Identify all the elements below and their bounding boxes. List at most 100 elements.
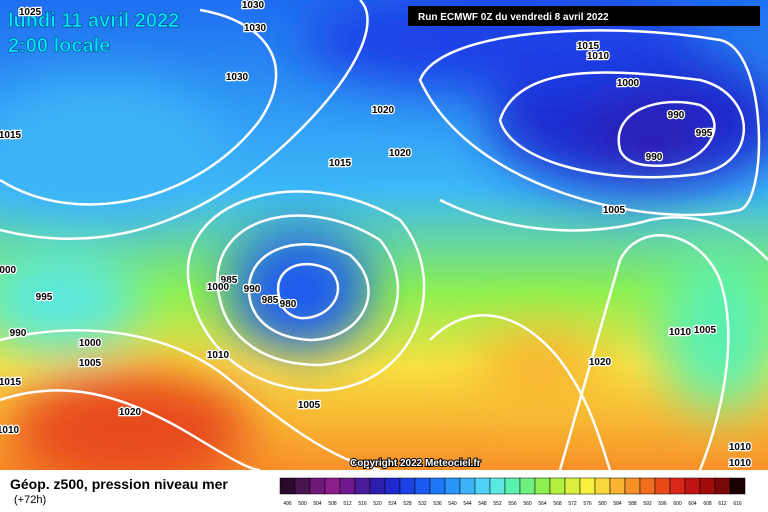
isobar-label: 1005 [694, 325, 717, 336]
legend-swatch [414, 477, 431, 495]
isobar-label: 1000 [207, 282, 230, 293]
legend-swatch [384, 477, 401, 495]
isobar-labels: 1030102510301030101510151010100099099599… [0, 0, 753, 470]
isobar-label: 980 [280, 299, 297, 310]
legend-swatch [594, 477, 611, 495]
legend-swatch [354, 477, 371, 495]
legend-label: 608 [703, 501, 712, 507]
field [0, 0, 768, 470]
legend-label: 596 [658, 501, 667, 507]
time-subtitle: 2:00 locale [8, 35, 110, 57]
isobar-label: 1020 [119, 407, 142, 418]
run-banner [408, 6, 760, 26]
legend-label: 520 [373, 501, 382, 507]
legend-label: 588 [628, 501, 637, 507]
legend-swatch [684, 477, 701, 495]
legend-swatch [339, 477, 356, 495]
legend-label: 576 [583, 501, 592, 507]
legend-swatch [459, 477, 476, 495]
legend-label: 584 [613, 501, 622, 507]
legend-label: 604 [688, 501, 697, 507]
isobar-label: 1015 [329, 158, 352, 169]
isobar-label: 990 [668, 110, 685, 121]
legend-swatch [549, 477, 566, 495]
legend-label: 508 [328, 501, 337, 507]
legend-swatch [579, 477, 596, 495]
isobar-label: 1010 [587, 51, 610, 62]
legend-swatch [624, 477, 641, 495]
legend-swatch [399, 477, 416, 495]
isobar-label: 995 [696, 128, 713, 139]
legend-swatch [429, 477, 446, 495]
isobar-label: 1030 [242, 0, 265, 11]
legend-label: 552 [493, 501, 502, 507]
isobar-label: 990 [244, 284, 261, 295]
legend-label: 536 [433, 501, 442, 507]
legend-label: 496 [283, 501, 292, 507]
isobar-label: 985 [262, 295, 279, 306]
isobar-label: 1025 [19, 7, 42, 18]
legend-label: 560 [523, 501, 532, 507]
isobar-label: 1030 [244, 23, 267, 34]
legend-label: 612 [718, 501, 727, 507]
legend-swatch [639, 477, 656, 495]
legend-swatch [729, 477, 746, 495]
isobar-label: 990 [646, 152, 663, 163]
isobar-label: 1000 [617, 78, 640, 89]
legend-swatch [714, 477, 731, 495]
legend-swatch [324, 477, 341, 495]
isobar-label: 1015 [0, 377, 22, 388]
legend-label: 540 [448, 501, 457, 507]
isobar-label: 1015 [577, 41, 600, 52]
legend-swatch [699, 477, 716, 495]
legend-swatch [669, 477, 686, 495]
isobar-label: 1000 [0, 265, 17, 276]
legend-swatch [489, 477, 506, 495]
run-info: Run ECMWF 0Z du vendredi 8 avril 2022 [418, 12, 609, 23]
isobar-label: 1020 [372, 105, 395, 116]
legend-swatch [609, 477, 626, 495]
isobar-label: 1015 [0, 130, 22, 141]
legend-label: 556 [508, 501, 517, 507]
legend-label: 572 [568, 501, 577, 507]
isobar-label: 985 [221, 275, 238, 286]
isobar-label: 995 [36, 292, 53, 303]
legend-swatch [474, 477, 491, 495]
isobars [0, 0, 768, 470]
legend-label: 592 [643, 501, 652, 507]
isobar-label: 1010 [0, 425, 20, 436]
legend-swatch [309, 477, 326, 495]
legend-label: 564 [538, 501, 547, 507]
legend-label: 600 [673, 501, 682, 507]
isobar-label: 990 [10, 328, 27, 339]
legend-label: 548 [478, 501, 487, 507]
legend-label: 512 [343, 501, 352, 507]
isobar-label: 1020 [589, 357, 612, 368]
isobar-label: 1010 [669, 327, 692, 338]
isobar-label: 1000 [79, 338, 102, 349]
legend-swatch [564, 477, 581, 495]
parameter-label: Géop. z500, pression niveau mer [10, 476, 228, 492]
isobar-label: 1005 [79, 358, 102, 369]
isobar-label: 1020 [389, 148, 412, 159]
legend-swatch [294, 477, 311, 495]
legend-label: 580 [598, 501, 607, 507]
legend-label: 516 [358, 501, 367, 507]
legend-label: 532 [418, 501, 427, 507]
isobar-label: 1010 [207, 350, 230, 361]
legend-label: 504 [313, 501, 322, 507]
legend-label: 500 [298, 501, 307, 507]
legend-label: 616 [733, 501, 742, 507]
isobar-label: 1010 [729, 458, 752, 469]
isobar-label: 1005 [298, 400, 321, 411]
isobar-label: 1005 [603, 205, 626, 216]
legend: 496 500 504 508 512 516 520 524 528 532 536 540 544 5… [279, 477, 746, 507]
legend-swatch [519, 477, 536, 495]
legend-swatch [444, 477, 461, 495]
lead-time: (+72h) [14, 494, 46, 506]
legend-label: 568 [553, 501, 562, 507]
isobar-label: 1030 [226, 72, 249, 83]
legend-swatch [369, 477, 386, 495]
copyright: Copyright 2022 Meteociel.fr [350, 458, 481, 469]
